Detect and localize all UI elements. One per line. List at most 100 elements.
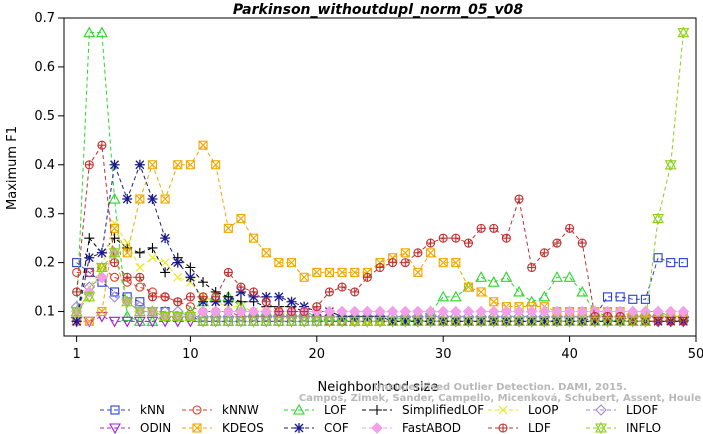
data-point xyxy=(324,267,334,277)
marker-plus xyxy=(489,224,498,233)
marker-cross xyxy=(148,160,157,170)
data-point xyxy=(362,272,372,282)
data-point xyxy=(500,315,513,328)
marker-down xyxy=(171,311,184,323)
chart-title: Parkinson_withoutdupl_norm_05_v08 xyxy=(233,2,524,18)
marker-plus xyxy=(499,424,507,432)
data-point xyxy=(173,160,183,170)
data-point xyxy=(628,294,638,304)
y-tick-label: 0.6 xyxy=(34,60,55,75)
data-point xyxy=(70,305,83,318)
data-point xyxy=(95,26,108,38)
marker-plus xyxy=(262,297,271,306)
data-point xyxy=(437,315,450,328)
marker-plus xyxy=(502,234,511,243)
data-point xyxy=(222,315,235,328)
data-point xyxy=(84,233,95,244)
marker-cross xyxy=(287,258,296,268)
marker-plus xyxy=(135,273,144,282)
data-point xyxy=(374,315,386,328)
data-point xyxy=(666,316,676,326)
marker-down xyxy=(626,316,639,328)
data-point xyxy=(371,422,383,434)
data-point xyxy=(147,160,158,170)
marker-box xyxy=(312,267,322,277)
marker-down xyxy=(677,28,690,39)
data-point xyxy=(565,223,575,233)
data-point xyxy=(400,316,411,327)
data-point xyxy=(350,267,360,277)
data-point xyxy=(324,287,334,297)
marker-plus xyxy=(540,248,549,257)
x-tick-label: 30 xyxy=(435,347,452,362)
marker-cross xyxy=(426,248,435,258)
data-point xyxy=(413,248,423,258)
legend-label: LoOP xyxy=(528,403,559,417)
marker-down xyxy=(601,316,614,328)
marker-cross xyxy=(438,258,448,268)
data-point xyxy=(160,267,171,278)
data-point xyxy=(192,423,202,433)
legend-label: COF xyxy=(324,421,349,434)
legend-item-inflo: INFLO xyxy=(586,421,661,434)
data-point xyxy=(147,292,158,302)
data-point xyxy=(400,248,410,258)
data-point xyxy=(171,310,184,323)
data-point xyxy=(185,160,195,170)
data-point xyxy=(426,238,436,248)
marker-cross xyxy=(375,258,385,268)
data-point xyxy=(198,292,208,302)
marker-down xyxy=(639,316,652,328)
data-point xyxy=(602,316,613,327)
marker-cross xyxy=(337,268,347,277)
data-point xyxy=(72,287,82,297)
marker-down xyxy=(475,316,488,328)
data-point xyxy=(109,233,120,244)
marker-plus xyxy=(552,239,561,248)
marker-cross xyxy=(236,214,246,223)
marker-down xyxy=(184,311,197,323)
marker-cross xyxy=(451,258,461,268)
data-point xyxy=(83,26,96,38)
data-point xyxy=(475,315,488,328)
data-point xyxy=(108,291,121,303)
data-point xyxy=(595,421,607,434)
data-point xyxy=(614,315,627,328)
data-point xyxy=(293,403,305,415)
marker-plus xyxy=(300,307,309,316)
y-tick-label: 0.2 xyxy=(34,256,55,271)
series-fastabod xyxy=(70,247,690,323)
data-point xyxy=(399,315,412,328)
data-point xyxy=(172,257,183,268)
marker-plus xyxy=(325,287,334,296)
data-point xyxy=(249,287,259,297)
marker-box xyxy=(160,194,170,204)
data-point xyxy=(83,290,96,303)
plot-area xyxy=(63,17,697,337)
data-point xyxy=(160,194,170,204)
marker-down xyxy=(411,316,424,328)
data-point xyxy=(84,252,95,263)
marker-cross xyxy=(249,233,258,243)
data-point xyxy=(285,315,298,328)
data-point xyxy=(449,290,462,302)
data-point xyxy=(652,212,665,225)
marker-down xyxy=(487,316,500,328)
data-point xyxy=(236,214,246,224)
data-point xyxy=(108,192,121,204)
data-point xyxy=(197,315,209,328)
marker-box xyxy=(274,258,284,268)
data-point xyxy=(475,271,488,282)
data-point xyxy=(337,282,347,292)
data-point xyxy=(236,282,246,292)
data-point xyxy=(97,140,107,150)
data-point xyxy=(387,316,398,327)
marker-box xyxy=(489,297,499,307)
marker-down xyxy=(285,316,298,328)
legend-item-kdeos: KDEOS xyxy=(182,421,264,434)
marker-plus xyxy=(439,234,448,243)
data-point xyxy=(498,405,508,415)
series-line-ldf xyxy=(76,143,684,322)
data-point xyxy=(210,296,221,307)
